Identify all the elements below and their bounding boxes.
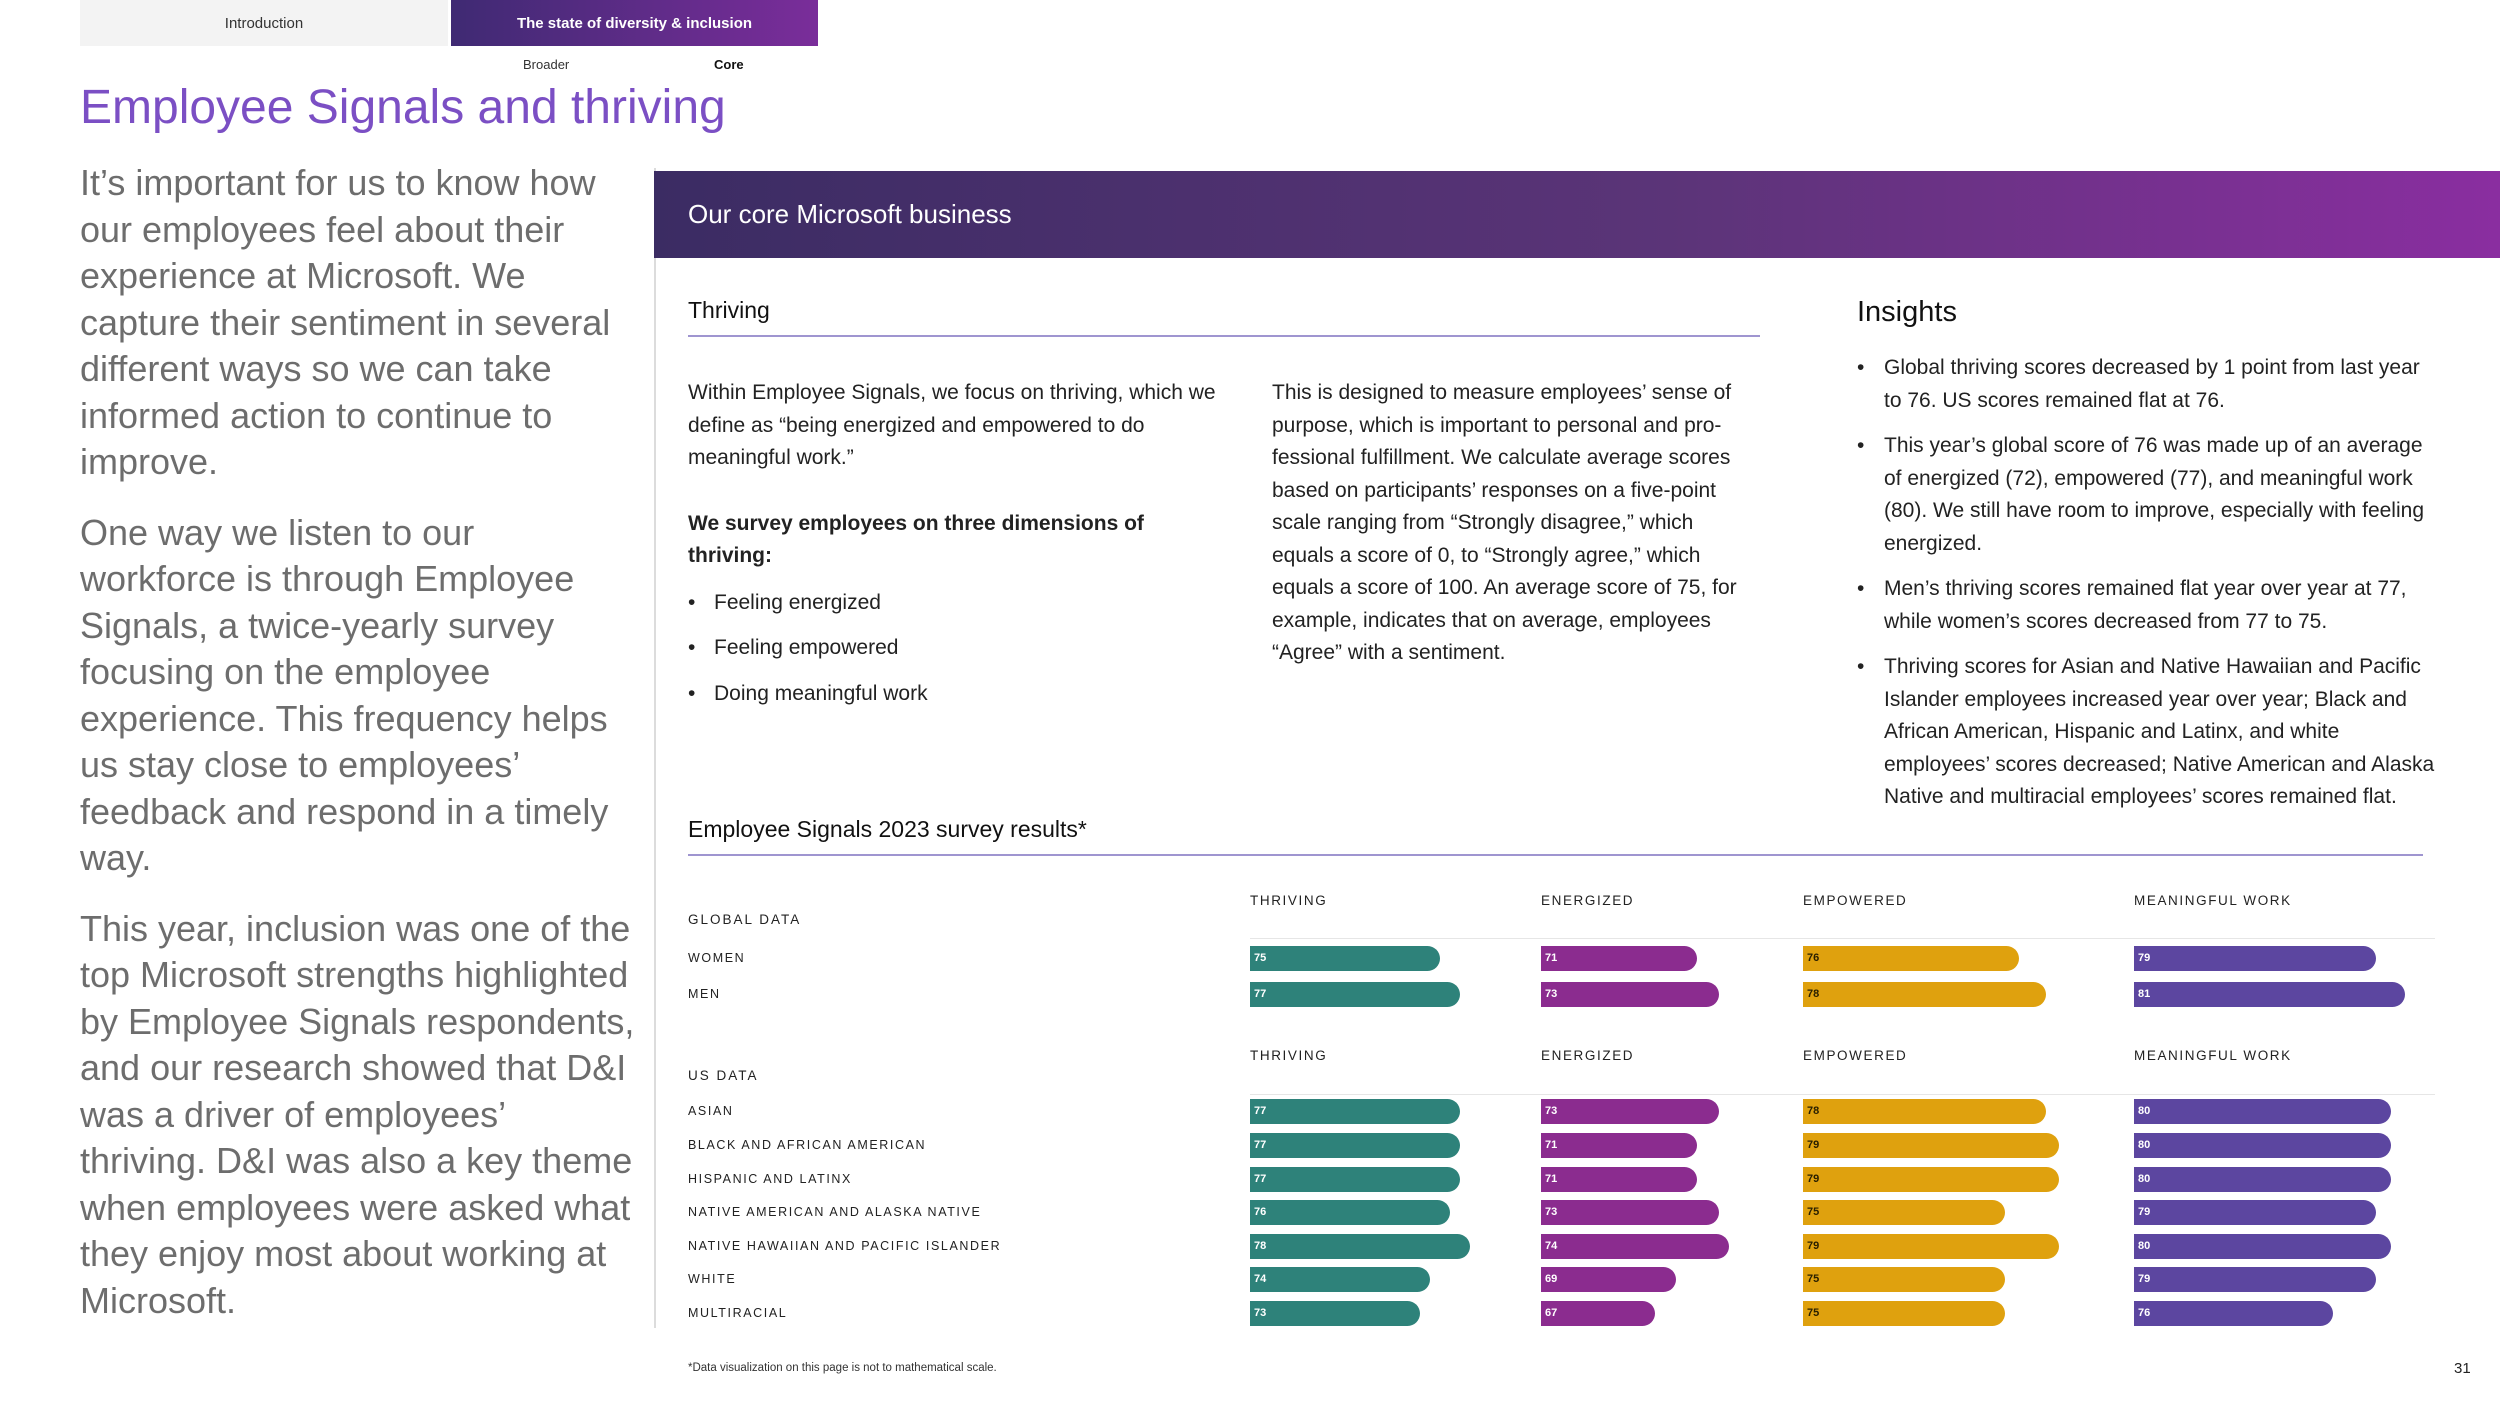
- bar-empowered: 79: [1803, 1234, 2059, 1259]
- section-banner: Our core Microsoft business: [654, 171, 2500, 258]
- group-label: US DATA: [688, 1068, 759, 1083]
- thriving-definition: Within Employee Signals, we focus on thr…: [688, 381, 1216, 469]
- thriving-heading: Thriving: [688, 297, 770, 323]
- banner-title: Our core Microsoft business: [688, 199, 1012, 229]
- bar-meaningful-work: 80: [2134, 1234, 2391, 1259]
- bar-meaningful-work: 79: [2134, 1200, 2376, 1225]
- bar-empowered: 76: [1803, 946, 2019, 971]
- list-item: Doing meaningful work: [688, 678, 1228, 711]
- bar-meaningful-work: 79: [2134, 946, 2376, 971]
- bar-thriving: 75: [1250, 946, 1440, 971]
- bar-energized: 73: [1541, 982, 1719, 1007]
- bar-energized: 73: [1541, 1200, 1719, 1225]
- group-separator: [1250, 1094, 2435, 1095]
- list-item: Men’s thriving scores remained flat year…: [1857, 573, 2437, 638]
- bar-energized: 74: [1541, 1234, 1729, 1259]
- group-label: GLOBAL DATA: [688, 912, 802, 927]
- metric-header: EMPOWERED: [1803, 893, 1908, 908]
- bar-empowered: 75: [1803, 1200, 2005, 1225]
- intro-text: It’s important for us to know how our em…: [80, 160, 640, 1348]
- metric-header: MEANINGFUL WORK: [2134, 893, 2292, 908]
- thriving-column-1: Within Employee Signals, we focus on thr…: [688, 377, 1228, 723]
- thriving-column-2: This is designed to measure employees’ s…: [1272, 377, 1752, 670]
- list-item: Feeling empowered: [688, 632, 1228, 665]
- row-label: NATIVE HAWAIIAN AND PACIFIC ISLANDER: [688, 1239, 1002, 1253]
- metric-header: ENERGIZED: [1541, 893, 1635, 908]
- insights-list: Global thriving scores decreased by 1 po…: [1857, 352, 2437, 827]
- bar-thriving: 78: [1250, 1234, 1470, 1259]
- bar-thriving: 77: [1250, 1099, 1460, 1124]
- list-item: This year’s global score of 76 was made …: [1857, 430, 2437, 560]
- bar-meaningful-work: 80: [2134, 1167, 2391, 1192]
- bar-meaningful-work: 80: [2134, 1133, 2391, 1158]
- intro-paragraph: It’s important for us to know how our em…: [80, 162, 611, 482]
- list-item: Global thriving scores decreased by 1 po…: [1857, 352, 2437, 417]
- bar-empowered: 75: [1803, 1301, 2005, 1326]
- survey-heading: Employee Signals 2023 survey results*: [688, 816, 1087, 842]
- bar-energized: 71: [1541, 946, 1697, 971]
- bar-meaningful-work: 79: [2134, 1267, 2376, 1292]
- bar-thriving: 76: [1250, 1200, 1450, 1225]
- dimensions-list: Feeling energized Feeling empowered Doin…: [688, 587, 1228, 711]
- bar-empowered: 75: [1803, 1267, 2005, 1292]
- thriving-rule: [688, 335, 1760, 337]
- panel-divider: [654, 168, 656, 1328]
- bar-meaningful-work: 81: [2134, 982, 2405, 1007]
- bar-energized: 67: [1541, 1301, 1655, 1326]
- metric-header: MEANINGFUL WORK: [2134, 1048, 2292, 1063]
- bar-empowered: 79: [1803, 1167, 2059, 1192]
- subtab-broader[interactable]: Broader: [523, 57, 570, 72]
- intro-paragraph: One way we listen to our workforce is th…: [80, 511, 609, 879]
- bar-thriving: 77: [1250, 982, 1460, 1007]
- page-number: 31: [2454, 1360, 2471, 1377]
- intro-paragraph: This year, inclusion was one of the top …: [80, 907, 635, 1321]
- bar-meaningful-work: 80: [2134, 1099, 2391, 1124]
- survey-rule: [688, 854, 2423, 856]
- list-item: Feeling energized: [688, 587, 1228, 620]
- bar-thriving: 73: [1250, 1301, 1420, 1326]
- bar-thriving: 77: [1250, 1133, 1460, 1158]
- metric-header: THRIVING: [1250, 1048, 1328, 1063]
- bar-empowered: 78: [1803, 982, 2046, 1007]
- list-item: Thriving scores for Asian and Native Haw…: [1857, 651, 2437, 814]
- row-label: ASIAN: [688, 1104, 734, 1118]
- bar-thriving: 74: [1250, 1267, 1430, 1292]
- tab-introduction[interactable]: Introduction: [80, 0, 448, 46]
- row-label: WOMEN: [688, 951, 746, 965]
- bar-energized: 69: [1541, 1267, 1676, 1292]
- metric-header: ENERGIZED: [1541, 1048, 1635, 1063]
- bar-thriving: 77: [1250, 1167, 1460, 1192]
- row-label: MULTIRACIAL: [688, 1306, 788, 1320]
- tab-state-of-diversity[interactable]: The state of diversity & inclusion: [451, 0, 818, 46]
- footnote: *Data visualization on this page is not …: [688, 1362, 997, 1374]
- page-title: Employee Signals and thriving: [80, 81, 726, 134]
- bar-energized: 71: [1541, 1167, 1697, 1192]
- row-label: BLACK AND AFRICAN AMERICAN: [688, 1138, 927, 1152]
- bar-meaningful-work: 76: [2134, 1301, 2333, 1326]
- row-label: WHITE: [688, 1272, 737, 1286]
- row-label: HISPANIC AND LATINX: [688, 1172, 852, 1186]
- row-label: NATIVE AMERICAN AND ALASKA NATIVE: [688, 1205, 982, 1219]
- bar-empowered: 79: [1803, 1133, 2059, 1158]
- subtab-core[interactable]: Core: [714, 57, 744, 72]
- dimensions-intro: We survey employees on three dimensions …: [688, 511, 1144, 568]
- scoring-explanation: This is designed to measure employees’ s…: [1272, 381, 1737, 664]
- metric-header: EMPOWERED: [1803, 1048, 1908, 1063]
- bar-empowered: 78: [1803, 1099, 2046, 1124]
- group-separator: [1250, 938, 2435, 939]
- metric-header: THRIVING: [1250, 893, 1328, 908]
- bar-energized: 71: [1541, 1133, 1697, 1158]
- insights-heading: Insights: [1857, 296, 1957, 328]
- bar-energized: 73: [1541, 1099, 1719, 1124]
- row-label: MEN: [688, 987, 721, 1001]
